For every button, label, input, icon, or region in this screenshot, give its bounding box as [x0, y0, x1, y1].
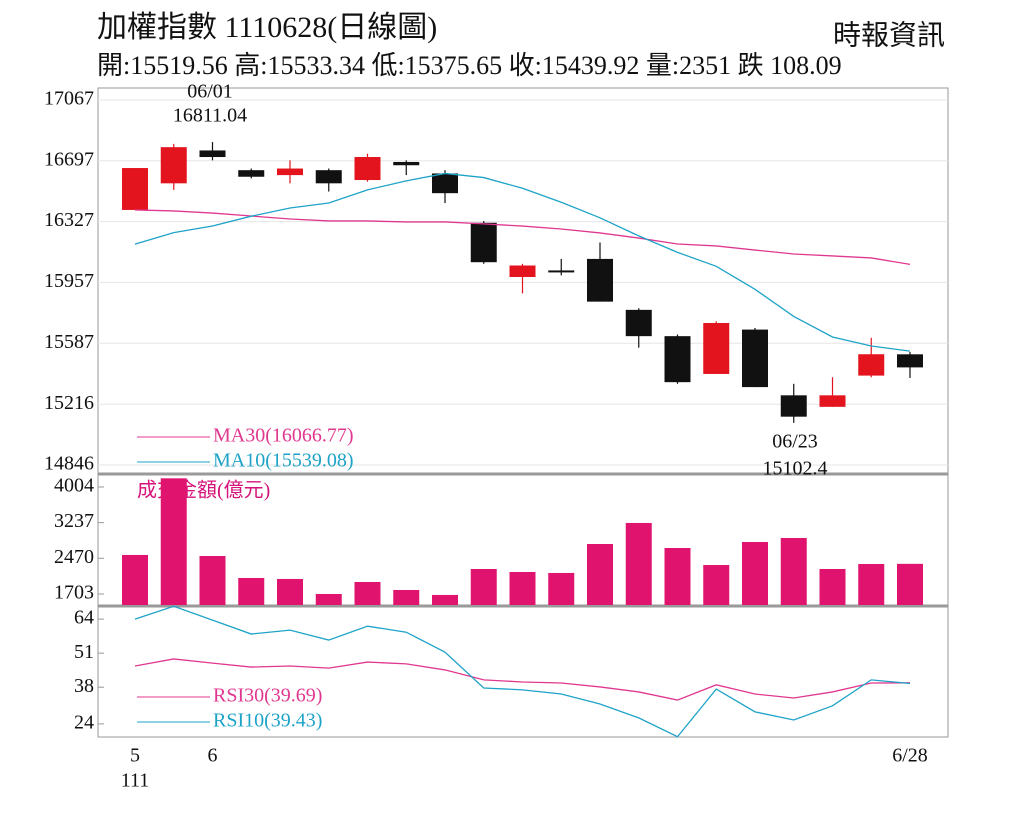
y-tick-label: 24	[74, 711, 94, 733]
candle-body	[742, 329, 768, 388]
annotation-value: 15102.4	[763, 458, 828, 480]
candle-body	[664, 336, 691, 383]
volume-bar	[587, 543, 613, 605]
x-tick-label: 6/28	[892, 745, 928, 767]
volume-bar	[315, 593, 342, 605]
x-tick-label: 6	[208, 745, 218, 767]
volume-bar	[122, 554, 148, 605]
annotation-value: 16811.04	[173, 105, 247, 127]
chart-subtitle: 開:15519.56 高:15533.34 低:15375.65 收:15439…	[97, 51, 842, 80]
y-tick-label: 51	[74, 641, 94, 663]
legend-label: MA10(15539.08)	[213, 450, 354, 472]
volume-bar	[393, 589, 420, 605]
y-tick-label: 38	[74, 675, 94, 697]
volume-bar	[470, 569, 497, 605]
line-series	[134, 605, 911, 738]
candle-body	[470, 222, 497, 263]
candle-body	[587, 258, 613, 302]
candle-body	[354, 157, 381, 181]
annotation-date: 06/23	[772, 431, 818, 453]
candle-body	[238, 170, 265, 177]
source: 時報資訊	[833, 19, 945, 51]
y-tick-label: 15216	[44, 392, 94, 414]
y-tick-label: 15587	[44, 331, 94, 353]
candle-body	[315, 170, 342, 184]
y-tick-label: 3237	[54, 510, 94, 532]
candle-body	[780, 395, 807, 417]
candle-body	[819, 395, 846, 407]
y-tick-label: 14846	[44, 453, 94, 475]
candle-body	[625, 309, 652, 337]
volume-bar	[277, 578, 303, 605]
y-tick-label: 1703	[54, 582, 94, 604]
y-tick-label: 2470	[54, 546, 94, 568]
candle-body	[858, 354, 885, 376]
volume-bar	[432, 594, 458, 605]
legend-label: RSI10(39.43)	[213, 710, 322, 732]
volume-bar	[238, 577, 265, 605]
volume-bar	[858, 563, 885, 605]
y-tick-label: 16697	[44, 148, 94, 170]
candle-body	[509, 265, 536, 277]
candle-body	[548, 270, 575, 273]
x-tick-label: 5	[130, 745, 140, 767]
y-tick-label: 16327	[44, 209, 94, 231]
volume-bar	[548, 572, 575, 605]
volume-bar	[664, 547, 691, 605]
candle-body	[703, 323, 730, 374]
y-tick-label: 17067	[44, 88, 94, 110]
volume-bar	[354, 581, 381, 605]
x-year-label: 111	[121, 770, 150, 792]
volume-bar	[160, 478, 187, 605]
candle-body	[393, 161, 420, 166]
candle-body	[897, 354, 923, 368]
line-series	[134, 172, 911, 352]
volume-bar	[897, 563, 923, 605]
y-tick-label: 15957	[44, 270, 94, 292]
volume-bar	[509, 571, 536, 605]
y-tick-label: 64	[74, 607, 94, 629]
legend-label: MA30(16066.77)	[213, 425, 354, 447]
candle-body	[160, 147, 187, 184]
candle-body	[277, 168, 303, 176]
line-series	[134, 209, 911, 266]
legend-label: RSI30(39.69)	[213, 685, 322, 707]
volume-bar	[780, 537, 807, 605]
annotation-date: 06/01	[187, 81, 233, 103]
line-series	[134, 658, 911, 701]
volume-bar	[625, 522, 652, 605]
volume-bar	[703, 565, 730, 605]
y-tick-label: 4004	[54, 475, 94, 497]
volume-bar	[742, 541, 768, 605]
candle-body	[432, 173, 458, 194]
chart-title: 加權指數 1110628(日線圖)	[97, 11, 437, 44]
candle-body	[122, 168, 148, 210]
volume-bar	[819, 569, 846, 605]
volume-label: 成交金額(億元)	[137, 479, 270, 502]
volume-bar	[199, 555, 226, 605]
candle-body	[199, 150, 226, 158]
plot-frame	[97, 87, 949, 738]
